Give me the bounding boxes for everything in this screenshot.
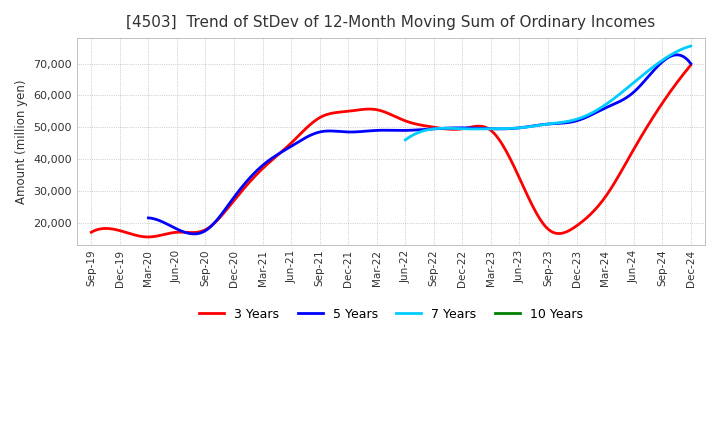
Y-axis label: Amount (million yen): Amount (million yen) <box>15 79 28 204</box>
7 Years <box>686 44 695 49</box>
Line: 5 Years: 5 Years <box>148 55 690 234</box>
5 Years <box>146 216 155 221</box>
5 Years <box>686 61 695 66</box>
3 Years <box>686 62 695 68</box>
Title: [4503]  Trend of StDev of 12-Month Moving Sum of Ordinary Incomes: [4503] Trend of StDev of 12-Month Moving… <box>127 15 656 30</box>
Legend: 3 Years, 5 Years, 7 Years, 10 Years: 3 Years, 5 Years, 7 Years, 10 Years <box>194 303 588 326</box>
3 Years <box>89 228 98 234</box>
7 Years <box>402 136 410 142</box>
7 Years <box>660 56 668 62</box>
5 Years <box>637 81 646 87</box>
3 Years <box>87 230 96 235</box>
Line: 7 Years: 7 Years <box>405 46 690 140</box>
3 Years <box>444 126 452 132</box>
3 Years <box>143 235 152 240</box>
5 Years <box>478 126 487 131</box>
7 Years <box>642 70 650 75</box>
5 Years <box>603 104 611 110</box>
7 Years <box>571 117 580 122</box>
5 Years <box>467 125 476 131</box>
5 Years <box>189 231 198 237</box>
5 Years <box>469 125 477 131</box>
7 Years <box>570 117 579 123</box>
3 Years <box>446 127 454 132</box>
5 Years <box>144 215 153 220</box>
3 Years <box>456 126 464 132</box>
7 Years <box>576 115 585 121</box>
5 Years <box>672 52 680 58</box>
3 Years <box>632 142 641 147</box>
3 Years <box>594 203 603 208</box>
7 Years <box>401 137 410 143</box>
Line: 3 Years: 3 Years <box>91 65 690 237</box>
